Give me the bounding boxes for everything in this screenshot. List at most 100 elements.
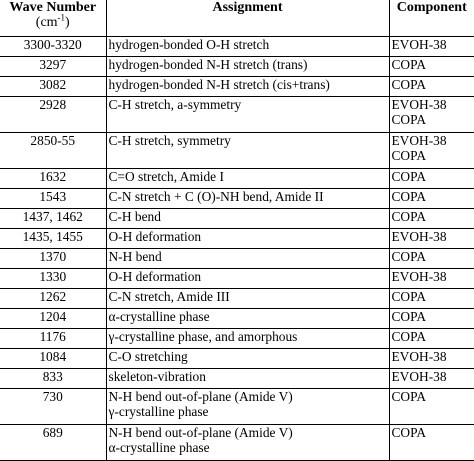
table-row: 1204 α-crystalline phase COPA [0,307,474,329]
assignment-cell: hydrogen-bonded N-H stretch (trans) [105,55,390,77]
component-line: EVOH-38 [391,268,447,284]
assignment-line: hydrogen-bonded O-H stretch [108,36,270,52]
table-row: 3082 hydrogen-bonded N-H stretch (cis+tra… [0,75,474,97]
unit-exponent: -1 [57,12,66,23]
assignment-cell: N-H bend out-of-plane (Amide V) γ-crystal… [105,387,390,425]
component-line: EVOH-38 [391,132,447,148]
assignment-line: C-O stretching [108,348,188,364]
component-cell: EVOH-38 [388,267,474,289]
component-cell: COPA [388,187,474,209]
wave-number-cell: 833 [0,367,107,389]
component-line: EVOH-38 [391,348,447,364]
component-line: COPA [391,56,427,72]
assignment-line: hydrogen-bonded N-H stretch (cis+trans) [108,76,330,92]
assignment-cell: C-H bend [105,207,390,229]
table-row: 730 N-H bend out-of-plane (Amide V) γ-crys… [0,387,474,425]
wave-number-cell: 1084 [0,347,107,369]
component-line: EVOH-38 [391,368,447,384]
component-cell: COPA [388,307,474,329]
wave-number-cell: 730 [0,387,107,425]
component-line: EVOH-38 [391,228,447,244]
wave-number-cell: 1435, 1455 [0,227,107,249]
assignment-cell: N-H bend out-of-plane (Amide V) α-crystal… [105,423,390,461]
wave-number-cell: 2850-55 [0,131,107,169]
assignment-line: C-N stretch + C (O)-NH bend, Amide II [108,188,324,204]
assignment-cell: C-H stretch, symmetry [105,131,390,169]
table-row: 3297 hydrogen-bonded N-H stretch (trans) C… [0,55,474,77]
assignment-cell: C-N stretch + C (O)-NH bend, Amide II [105,187,390,209]
wave-number-cell: 1330 [0,267,107,289]
assignment-line: N-H bend out-of-plane (Amide V) [108,424,293,440]
assignment-line: C-H bend [108,208,161,224]
assignment-line: γ-crystalline phase, and amorphous [108,328,298,344]
assignment-line: α-crystalline phase [108,308,210,324]
table-row: 1176 γ-crystalline phase, and amorphous CO… [0,327,474,349]
table-row: 3300-3320 hydrogen-bonded O-H stretch EVOH… [0,35,474,57]
table-row: 2928 C-H stretch, a-symmetry EVOH-38 COPA [0,95,474,133]
wave-number-cell: 3297 [0,55,107,77]
wave-number-cell: 1176 [0,327,107,349]
table-row: 1370 N-H bend COPA [0,247,474,269]
assignment-line: C-H stretch, symmetry [108,132,231,148]
component-cell: COPA [388,167,474,189]
assignment-cell: C-N stretch, Amide III [105,287,390,309]
table-row: 1632 C=O stretch, Amide I COPA [0,167,474,189]
assignment-line: O-H deformation [108,228,202,244]
component-line: COPA [391,424,427,440]
component-cell: COPA [388,423,474,461]
wave-number-cell: 2928 [0,95,107,133]
component-cell: EVOH-38 [388,347,474,369]
assignment-line: γ-crystalline phase [108,403,209,419]
table-row: 1330 O-H deformation EVOH-38 [0,267,474,289]
wave-number-cell: 689 [0,423,107,461]
assignment-cell: hydrogen-bonded O-H stretch [105,35,390,57]
wave-number-cell: 1632 [0,167,107,189]
component-cell: COPA [388,207,474,229]
component-cell: COPA [388,387,474,425]
component-line: COPA [391,168,427,184]
component-line: COPA [391,76,427,92]
header-row: Wave Number (cm-1) Assignment Component [0,0,474,37]
wave-number-cell: 1370 [0,247,107,269]
component-cell: COPA [388,287,474,309]
assignment-line: N-H bend [108,248,162,264]
unit-suffix: ) [65,15,70,30]
assignment-line: α-crystalline phase [108,439,210,455]
wave-number-cell: 3300-3320 [0,35,107,57]
assignment-cell: O-H deformation [105,267,390,289]
component-line: EVOH-38 [391,96,447,112]
wave-number-cell: 1437, 1462 [0,207,107,229]
component-line: COPA [391,188,427,204]
wave-number-header: Wave Number (cm-1) [0,0,107,37]
table-row: 1435, 1455 O-H deformation EVOH-38 [0,227,474,249]
assignment-cell: N-H bend [105,247,390,269]
table-body: 3300-3320 hydrogen-bonded O-H stretch EVOH… [0,35,474,461]
assignment-cell: skeleton-vibration [105,367,390,389]
assignment-line: C=O stretch, Amide I [108,168,224,184]
component-line: COPA [391,147,427,163]
assignment-cell: γ-crystalline phase, and amorphous [105,327,390,349]
component-cell: EVOH-38 [388,227,474,249]
component-line: EVOH-38 [391,36,447,52]
table-row: 833 skeleton-vibration EVOH-38 [0,367,474,389]
assignment-line: C-H stretch, a-symmetry [108,96,242,112]
table-row: 689 N-H bend out-of-plane (Amide V) α-crys… [0,423,474,461]
component-line: COPA [391,328,427,344]
component-cell: COPA [388,247,474,269]
wave-number-cell: 1204 [0,307,107,329]
assignment-line: N-H bend out-of-plane (Amide V) [108,388,293,404]
component-cell: COPA [388,327,474,349]
assignment-line: hydrogen-bonded N-H stretch (trans) [108,56,308,72]
assignment-line: skeleton-vibration [108,368,206,384]
table-row: 1262 C-N stretch, Amide III COPA [0,287,474,309]
table-row: 1084 C-O stretching EVOH-38 [0,347,474,369]
component-line: COPA [391,248,427,264]
component-cell: EVOH-38 COPA [388,131,474,169]
table-row: 1437, 1462 C-H bend COPA [0,207,474,229]
wave-number-cell: 1543 [0,187,107,209]
wave-number-cell: 3082 [0,75,107,97]
component-line: COPA [391,388,427,404]
assignment-cell: O-H deformation [105,227,390,249]
wave-number-unit: (cm-1) [2,12,104,30]
